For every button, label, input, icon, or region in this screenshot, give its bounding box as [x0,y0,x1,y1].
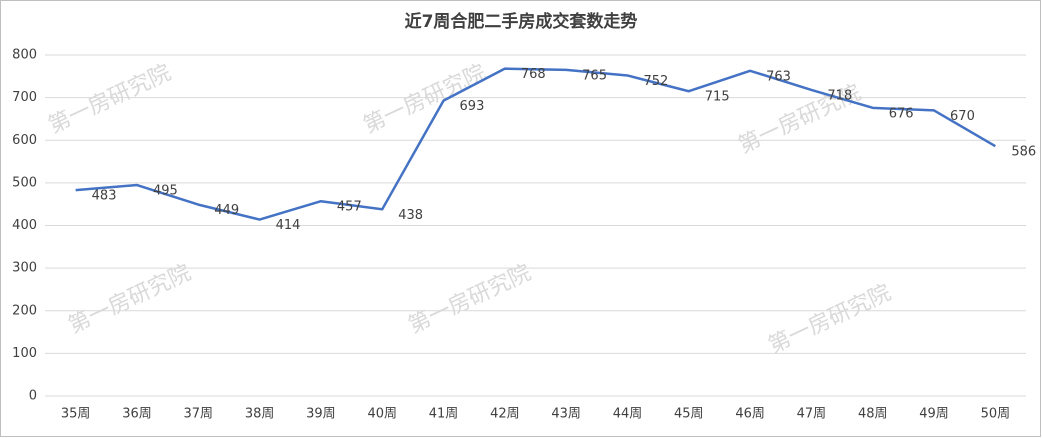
data-label: 752 [643,74,668,89]
data-label: 718 [827,88,852,103]
data-label: 449 [214,203,239,218]
y-tick-label: 100 [12,346,37,361]
x-tick-label: 47周 [797,407,827,422]
data-label: 693 [460,99,485,114]
y-tick-label: 700 [12,90,37,105]
x-tick-label: 37周 [184,407,214,422]
data-label: 483 [92,189,117,204]
y-tick-label: 400 [12,218,37,233]
data-label: 763 [766,69,791,84]
data-label: 438 [398,208,423,223]
x-tick-label: 36周 [122,407,152,422]
x-tick-label: 45周 [674,407,704,422]
x-tick-label: 38周 [245,407,275,422]
data-label: 715 [705,90,730,105]
data-label: 457 [337,200,362,215]
x-tick-label: 43周 [551,407,581,422]
x-tick-label: 42周 [490,407,520,422]
chart-title: 近7周合肥二手房成交套数走势 [405,11,638,32]
x-tick-label: 40周 [367,407,397,422]
data-label: 676 [889,106,914,121]
data-label: 670 [950,109,975,124]
data-label: 495 [153,184,178,199]
x-tick-label: 41周 [429,407,459,422]
y-tick-label: 800 [12,48,37,63]
x-tick-label: 46周 [735,407,765,422]
data-label: 768 [521,67,546,82]
x-tick-label: 50周 [981,407,1011,422]
data-label: 586 [1011,145,1036,160]
x-tick-label: 49周 [919,407,949,422]
x-tick-label: 39周 [306,407,336,422]
x-tick-label: 44周 [613,407,643,422]
y-tick-label: 0 [29,389,37,404]
data-label: 414 [276,218,301,233]
y-tick-label: 500 [12,175,37,190]
y-tick-label: 600 [12,133,37,148]
x-tick-label: 48周 [858,407,888,422]
y-tick-label: 200 [12,303,37,318]
data-label: 765 [582,68,607,83]
y-tick-label: 300 [12,261,37,276]
x-tick-label: 35周 [61,407,91,422]
line [75,67,996,221]
